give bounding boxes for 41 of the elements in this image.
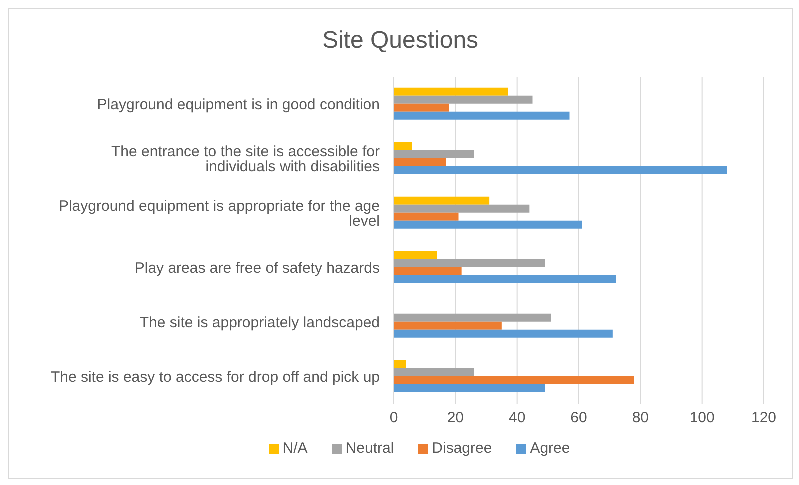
bar bbox=[394, 112, 570, 120]
bar bbox=[394, 150, 474, 158]
bar bbox=[394, 360, 406, 368]
x-tick-label: 40 bbox=[508, 410, 526, 427]
y-tick-label: The site is easy to access for drop off and pick up bbox=[50, 369, 380, 386]
bar bbox=[394, 204, 530, 213]
bar bbox=[394, 376, 634, 384]
bar bbox=[394, 142, 412, 150]
x-tick-label: 60 bbox=[570, 410, 588, 427]
bar bbox=[394, 158, 446, 166]
bar bbox=[394, 384, 546, 392]
bar bbox=[394, 251, 438, 260]
x-tick-label: 20 bbox=[447, 410, 464, 427]
x-tick-label: 100 bbox=[690, 410, 715, 427]
y-tick-label: Playground equipment is in good condition bbox=[97, 96, 380, 114]
x-tick-label: 120 bbox=[751, 410, 777, 427]
bar bbox=[394, 267, 462, 276]
bar bbox=[394, 96, 533, 104]
bar bbox=[394, 212, 459, 221]
legend-label: Disagree bbox=[432, 440, 492, 457]
bar bbox=[394, 166, 727, 174]
bar bbox=[394, 104, 450, 112]
chart-title: Site Questions bbox=[321, 27, 480, 56]
legend-label: Neutral bbox=[346, 440, 394, 457]
y-tick-label: Playground equipment is appropriate for the age level bbox=[58, 198, 380, 230]
y-tick-label: Play areas are free of safety hazards bbox=[134, 260, 380, 278]
bar bbox=[394, 220, 582, 229]
bar bbox=[394, 259, 546, 268]
bar bbox=[394, 275, 616, 284]
x-tick-label: 0 bbox=[390, 410, 398, 427]
bar bbox=[394, 322, 502, 330]
bar bbox=[394, 88, 508, 96]
bar bbox=[394, 196, 490, 205]
legend-label: N/A bbox=[282, 440, 308, 457]
bar bbox=[394, 368, 474, 376]
y-tick-label: The entrance to the site is accessible for individuals with disabilities bbox=[112, 144, 380, 176]
bar bbox=[394, 330, 613, 338]
bar bbox=[394, 314, 552, 322]
x-tick-label: 80 bbox=[632, 410, 650, 427]
y-tick-label: The site is appropriately landscaped bbox=[140, 314, 380, 332]
legend-label: Agree bbox=[530, 440, 570, 457]
